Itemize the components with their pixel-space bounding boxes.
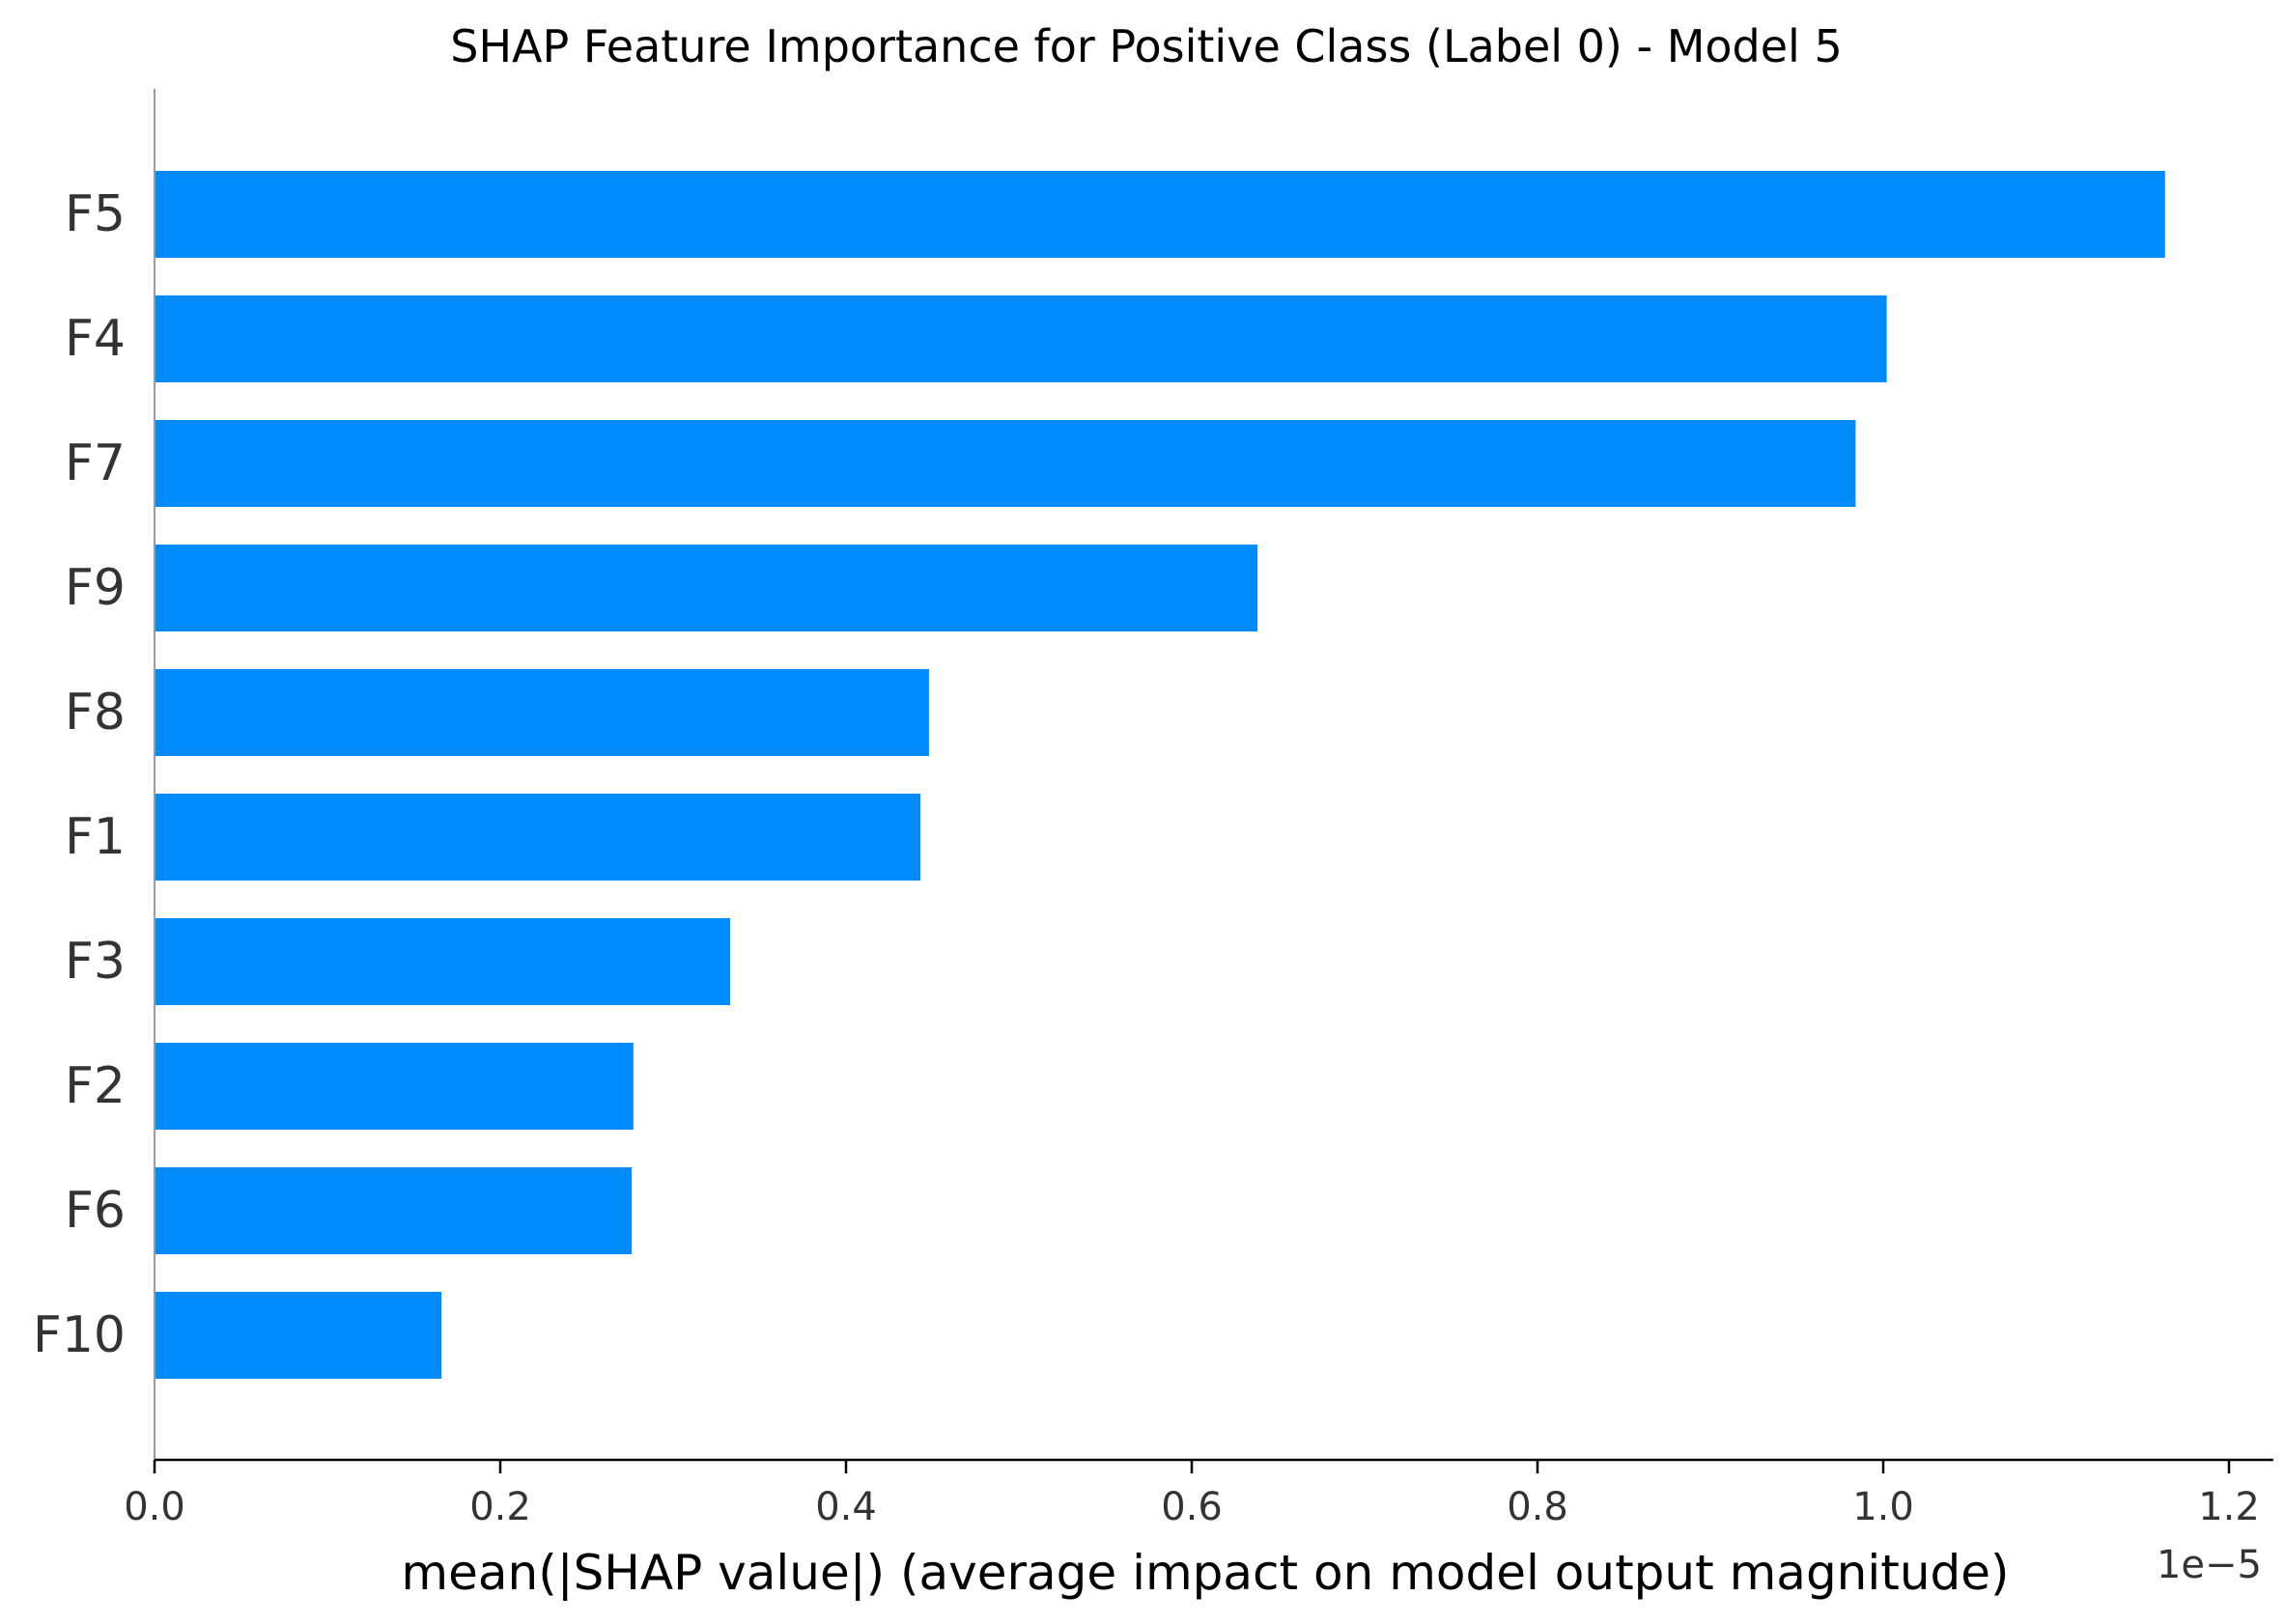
x-axis-offset-label: 1e−5 <box>2157 1543 2262 1587</box>
bars-group <box>155 171 2165 1379</box>
x-tick-label-0-6: 0.6 <box>1161 1485 1223 1529</box>
category-label-f7: F7 <box>65 434 126 492</box>
category-label-f2: F2 <box>65 1057 126 1115</box>
category-labels-group: F5 F4 F7 F9 F8 F1 F3 F2 F6 F10 <box>33 185 126 1364</box>
bar-f4 <box>155 295 1887 382</box>
category-label-f10: F10 <box>33 1306 126 1364</box>
x-axis-label: mean(|SHAP value|) (average impact on mo… <box>401 1545 2009 1601</box>
category-label-f4: F4 <box>65 310 126 368</box>
bar-f7 <box>155 420 1856 507</box>
x-tick-label-0-2: 0.2 <box>469 1485 531 1529</box>
category-label-f1: F1 <box>65 808 126 866</box>
x-tick-label-0-4: 0.4 <box>815 1485 877 1529</box>
bar-f9 <box>155 545 1258 631</box>
bar-f3 <box>155 918 731 1005</box>
x-tick-label-1-0: 1.0 <box>1852 1485 1914 1529</box>
bar-f10 <box>155 1292 442 1379</box>
category-label-f6: F6 <box>65 1182 126 1240</box>
x-ticks-group: 0.0 0.2 0.4 0.6 0.8 1.0 1.2 <box>124 1460 2260 1529</box>
category-label-f9: F9 <box>65 559 126 617</box>
category-label-f5: F5 <box>65 185 126 243</box>
x-tick-label-1-2: 1.2 <box>2198 1485 2260 1529</box>
category-label-f8: F8 <box>65 684 126 742</box>
category-label-f3: F3 <box>65 933 126 991</box>
x-tick-label-0-0: 0.0 <box>124 1485 185 1529</box>
bar-f8 <box>155 669 929 756</box>
bar-f2 <box>155 1043 634 1130</box>
chart-title: SHAP Feature Importance for Positive Cla… <box>450 20 1842 72</box>
bar-f1 <box>155 794 920 881</box>
bar-f5 <box>155 171 2165 258</box>
x-tick-label-0-8: 0.8 <box>1507 1485 1568 1529</box>
bar-f6 <box>155 1167 633 1254</box>
